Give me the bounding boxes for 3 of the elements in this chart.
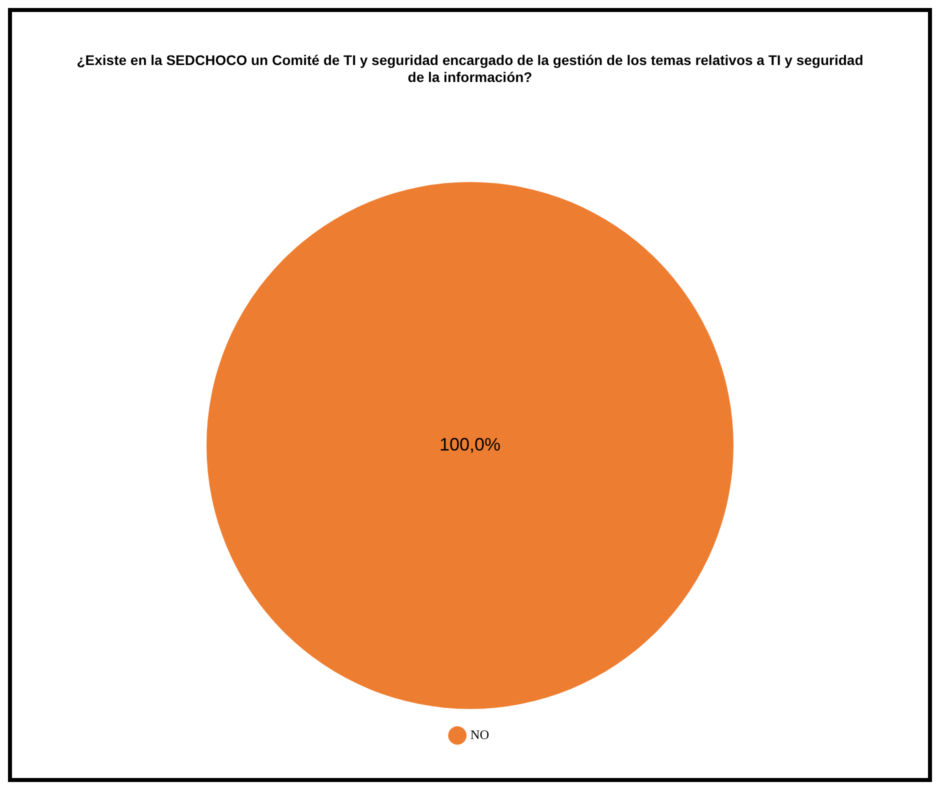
data-label: 100,0% xyxy=(439,434,501,454)
chart-title: ¿Existe en la SEDCHOCO un Comité de TI y seguridad encargado de la gestión de los temas relativos a TI y seguridad de la información? xyxy=(76,52,864,86)
legend-label: NO xyxy=(470,726,490,742)
